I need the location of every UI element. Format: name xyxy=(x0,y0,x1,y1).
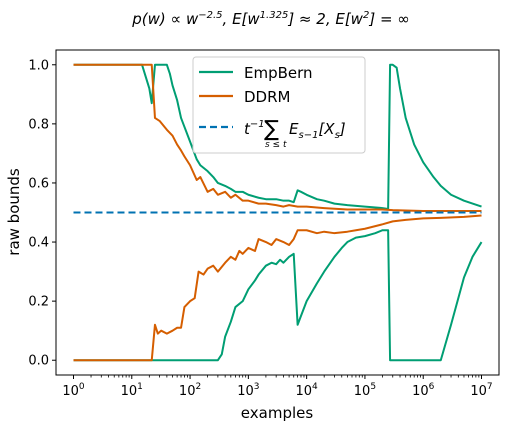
x-tick-label: 107 xyxy=(470,382,492,399)
series-layer xyxy=(73,63,483,362)
svg-text:t−1: t−1 xyxy=(244,119,265,138)
x-tick-label: 106 xyxy=(412,382,435,399)
plot-frame xyxy=(55,49,500,376)
legend: EmpBern DDRM t−1 ∑ s ≤ t Es−1[Xs] xyxy=(192,56,366,154)
y-tick-label: 0.8 xyxy=(28,117,49,132)
x-tick-label: 103 xyxy=(237,382,259,399)
x-tick-label: 105 xyxy=(354,382,376,399)
x-tick-label: 100 xyxy=(62,382,85,399)
svg-text:Es−1[Xs]: Es−1[Xs] xyxy=(289,120,346,141)
x-axis-label: examples xyxy=(241,404,314,422)
x-tick-label: 102 xyxy=(179,382,201,399)
y-axis: 0.0 0.2 0.4 0.6 0.8 1.0 xyxy=(28,58,56,369)
y-tick-label: 0.4 xyxy=(28,236,49,251)
legend-label-empbern: EmpBern xyxy=(244,64,313,82)
x-axis: 100 101 102 103 104 105 106 107 xyxy=(62,375,493,399)
y-tick-label: 0.0 xyxy=(28,354,49,369)
legend-label-mean: t−1 ∑ s ≤ t Es−1[Xs] xyxy=(244,117,346,150)
series-line-ddrm-upper xyxy=(73,63,482,213)
y-tick-label: 1.0 xyxy=(28,58,49,73)
y-axis-label: raw bounds xyxy=(5,168,23,256)
y-tick-label: 0.2 xyxy=(28,295,49,310)
legend-label-ddrm: DDRM xyxy=(244,88,290,106)
series-line-empbern-upper xyxy=(73,63,482,210)
x-tick-label: 104 xyxy=(296,382,319,399)
x-tick-label: 101 xyxy=(121,382,143,399)
legend-frame xyxy=(192,56,366,154)
svg-text:∑: ∑ xyxy=(264,117,279,142)
y-tick-label: 0.6 xyxy=(28,176,49,191)
chart-title: p(w) ∝ w−2.5, E[w1.325] ≈ 2, E[w2] = ∞ xyxy=(131,10,410,28)
series-line-ddrm-lower xyxy=(73,214,482,362)
series-line-empbern-lower xyxy=(73,229,483,362)
svg-text:s ≤ t: s ≤ t xyxy=(265,140,287,150)
